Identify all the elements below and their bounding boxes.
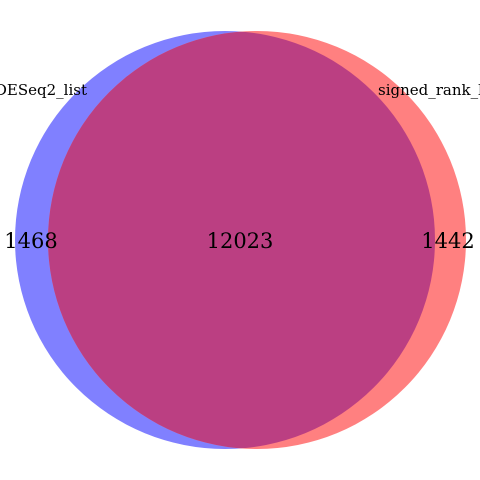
set-overlap-region [48,31,435,449]
set-label-right: signed_rank_l [378,81,480,99]
set-label-left: DESeq2_list [0,81,87,99]
count-left-only: 1468 [4,229,57,253]
count-right-only: 1442 [421,229,474,253]
count-intersection: 12023 [207,229,274,253]
